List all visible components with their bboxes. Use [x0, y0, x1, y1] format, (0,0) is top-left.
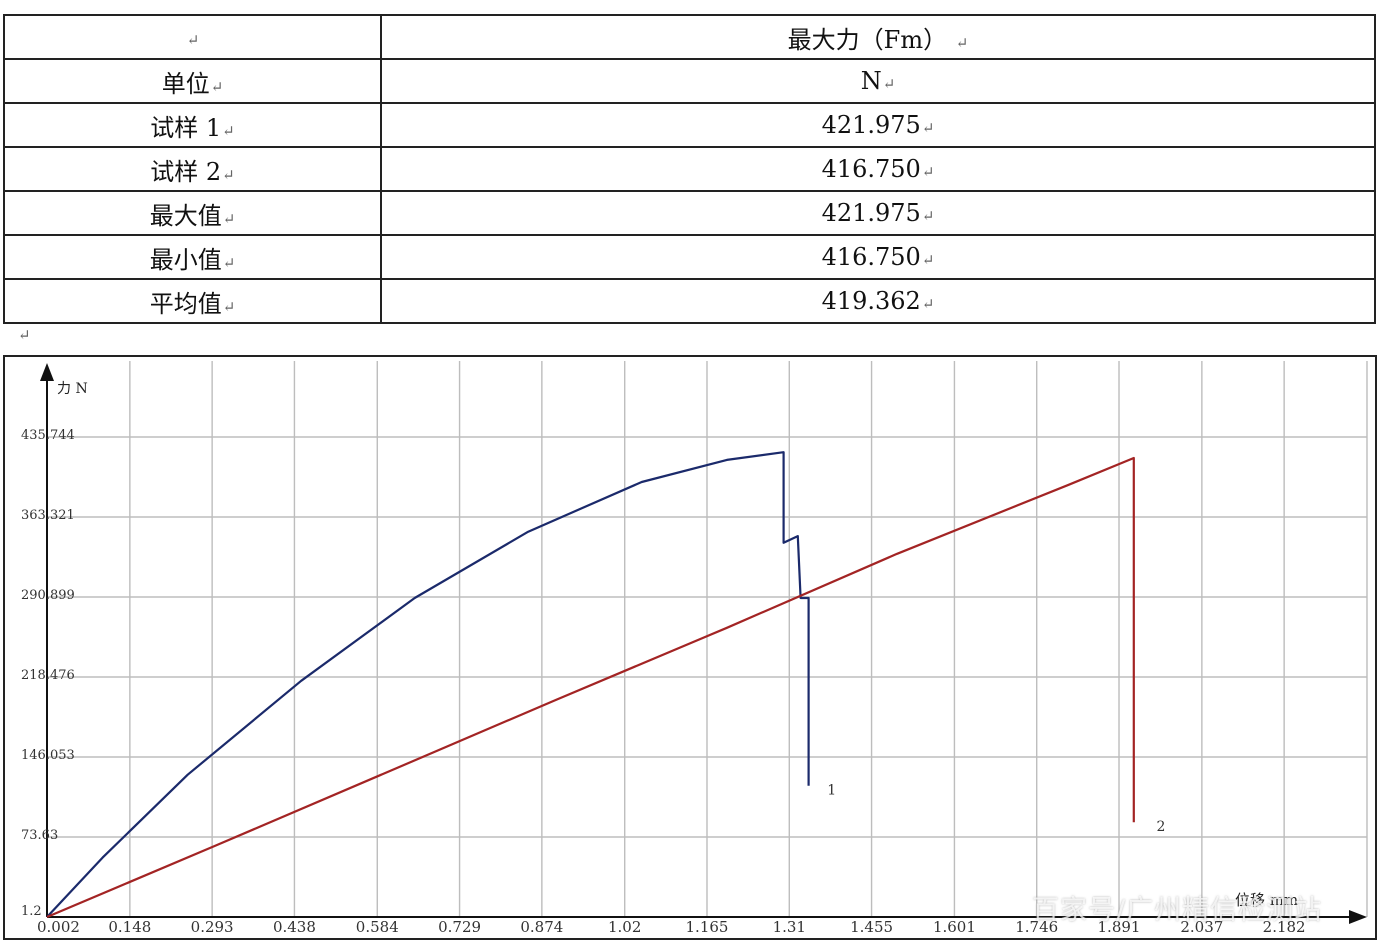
- row-label-cell: 最小值↵: [3, 234, 382, 280]
- y-tick-label: 146.053: [21, 748, 75, 763]
- row-label: 试样 2: [150, 157, 222, 186]
- return-mark: ↵: [210, 77, 224, 96]
- row-label: 试样 1: [150, 113, 222, 142]
- x-tick-label: 0.874: [520, 918, 563, 936]
- return-mark: ↵: [921, 163, 935, 181]
- y-tick-label: 290.899: [21, 588, 75, 603]
- x-tick-label: 0.438: [273, 918, 316, 936]
- table-row: 最大值↵ 421.975↵: [3, 190, 1376, 236]
- return-mark: ↵: [882, 75, 896, 93]
- x-tick-label: 1.891: [1098, 918, 1141, 936]
- y-axis-label: 力 N: [57, 381, 88, 397]
- x-tick-label: 1.601: [933, 918, 976, 936]
- row-value-cell: 416.750↵: [380, 234, 1376, 280]
- results-table: ↵ 最大力（Fm） ↵ 单位↵ N↵ 试样 1↵ 421.975↵ 试样 2↵ …: [3, 14, 1376, 324]
- row-value: 421.975: [821, 111, 921, 139]
- y-tick-label: 73.63: [21, 828, 58, 843]
- row-label: 单位: [161, 69, 210, 98]
- row-value-cell: 416.750↵: [380, 146, 1376, 192]
- return-mark: ↵: [222, 209, 236, 228]
- row-label-cell: 最大值↵: [3, 190, 382, 236]
- x-tick-label: 0.148: [108, 918, 151, 936]
- table-row: 试样 2↵ 416.750↵: [3, 146, 1376, 192]
- y-tick-label: 363.321: [21, 508, 75, 523]
- row-value: 416.750: [821, 243, 921, 271]
- curve-labels: 12: [827, 783, 1165, 835]
- paragraph-return-mark: ↵: [18, 326, 31, 344]
- row-value: 421.975: [821, 199, 921, 227]
- x-tick-label: 2.037: [1180, 918, 1223, 936]
- y-tick-label: 218.476: [21, 668, 75, 683]
- series-line-2: [46, 456, 1135, 919]
- return-mark: ↵: [921, 295, 935, 313]
- y-axis-arrow-icon: [40, 363, 54, 381]
- row-value: N: [860, 67, 882, 95]
- row-label: 平均值: [149, 289, 222, 318]
- axes: 力 N 位移 mm: [40, 363, 1367, 924]
- row-label-cell: 试样 2↵: [3, 146, 382, 192]
- x-tick-label: 1.746: [1015, 918, 1058, 936]
- row-label: 最大值: [149, 201, 222, 230]
- x-tick-label: 0.293: [191, 918, 234, 936]
- row-value: 419.362: [821, 287, 921, 315]
- table-header-row: ↵ 最大力（Fm） ↵: [3, 14, 1376, 60]
- x-tick-label: 0.584: [356, 918, 399, 936]
- return-mark: ↵: [222, 165, 235, 184]
- table-row: 单位↵ N↵: [3, 58, 1376, 104]
- table-corner-cell: ↵: [3, 14, 382, 60]
- return-mark: ↵: [186, 31, 200, 49]
- return-mark: ↵: [921, 251, 935, 269]
- row-label-cell: 单位↵: [3, 58, 382, 104]
- curve-label: 1: [827, 783, 836, 799]
- series-line-1: [46, 451, 810, 918]
- y-tick-label: 1.2: [21, 904, 42, 919]
- series: [46, 451, 1135, 919]
- x-tick-label: 2.182: [1263, 918, 1306, 936]
- x-tick-label: 0.729: [438, 918, 481, 936]
- chart-canvas: 力 N 位移 mm 1.2 73.63 146.053 218.476 290.899 3…: [21, 361, 1368, 936]
- row-value-cell: N↵: [380, 58, 1376, 104]
- row-label-cell: 试样 1↵: [3, 102, 382, 148]
- row-value-cell: 421.975↵: [380, 190, 1376, 236]
- watermark-text: 百家号/广州精信检测站: [1032, 895, 1323, 926]
- x-tick-label: 1.165: [686, 918, 729, 936]
- y-tick-label: 435.744: [21, 428, 75, 443]
- row-label-cell: 平均值↵: [3, 278, 382, 324]
- return-mark: ↵: [955, 33, 969, 52]
- x-axis-label: 位移 mm: [1235, 891, 1298, 909]
- row-value-cell: 419.362↵: [380, 278, 1376, 324]
- y-tick-labels: 1.2 73.63 146.053 218.476 290.899 363.321 435.…: [21, 428, 75, 919]
- x-axis-arrow-icon: [1349, 910, 1367, 924]
- curve-label: 2: [1156, 819, 1165, 835]
- column-header-max-force: 最大力（Fm）: [787, 25, 948, 54]
- x-tick-label: 1.02: [608, 918, 641, 936]
- x-tick-label: 1.31: [773, 918, 806, 936]
- x-tick-label: 1.455: [850, 918, 893, 936]
- x-tick-labels: 0.002 0.148 0.293 0.438 0.584 0.729 0.874 1.02 1…: [37, 918, 1306, 936]
- force-displacement-chart: 力 N 位移 mm 1.2 73.63 146.053 218.476 290.899 3…: [3, 355, 1377, 940]
- return-mark: ↵: [921, 207, 935, 225]
- return-mark: ↵: [222, 253, 236, 272]
- table-header-cell: 最大力（Fm） ↵: [380, 14, 1376, 60]
- row-label: 最小值: [149, 245, 222, 274]
- table-row: 最小值↵ 416.750↵: [3, 234, 1376, 280]
- row-value-cell: 421.975↵: [380, 102, 1376, 148]
- return-mark: ↵: [921, 119, 935, 137]
- table-row: 平均值↵ 419.362↵: [3, 278, 1376, 324]
- row-value: 416.750: [821, 155, 921, 183]
- return-mark: ↵: [222, 121, 235, 140]
- x-tick-label: 0.002: [37, 918, 80, 936]
- return-mark: ↵: [222, 297, 236, 316]
- grid: [47, 361, 1368, 917]
- table-row: 试样 1↵ 421.975↵: [3, 102, 1376, 148]
